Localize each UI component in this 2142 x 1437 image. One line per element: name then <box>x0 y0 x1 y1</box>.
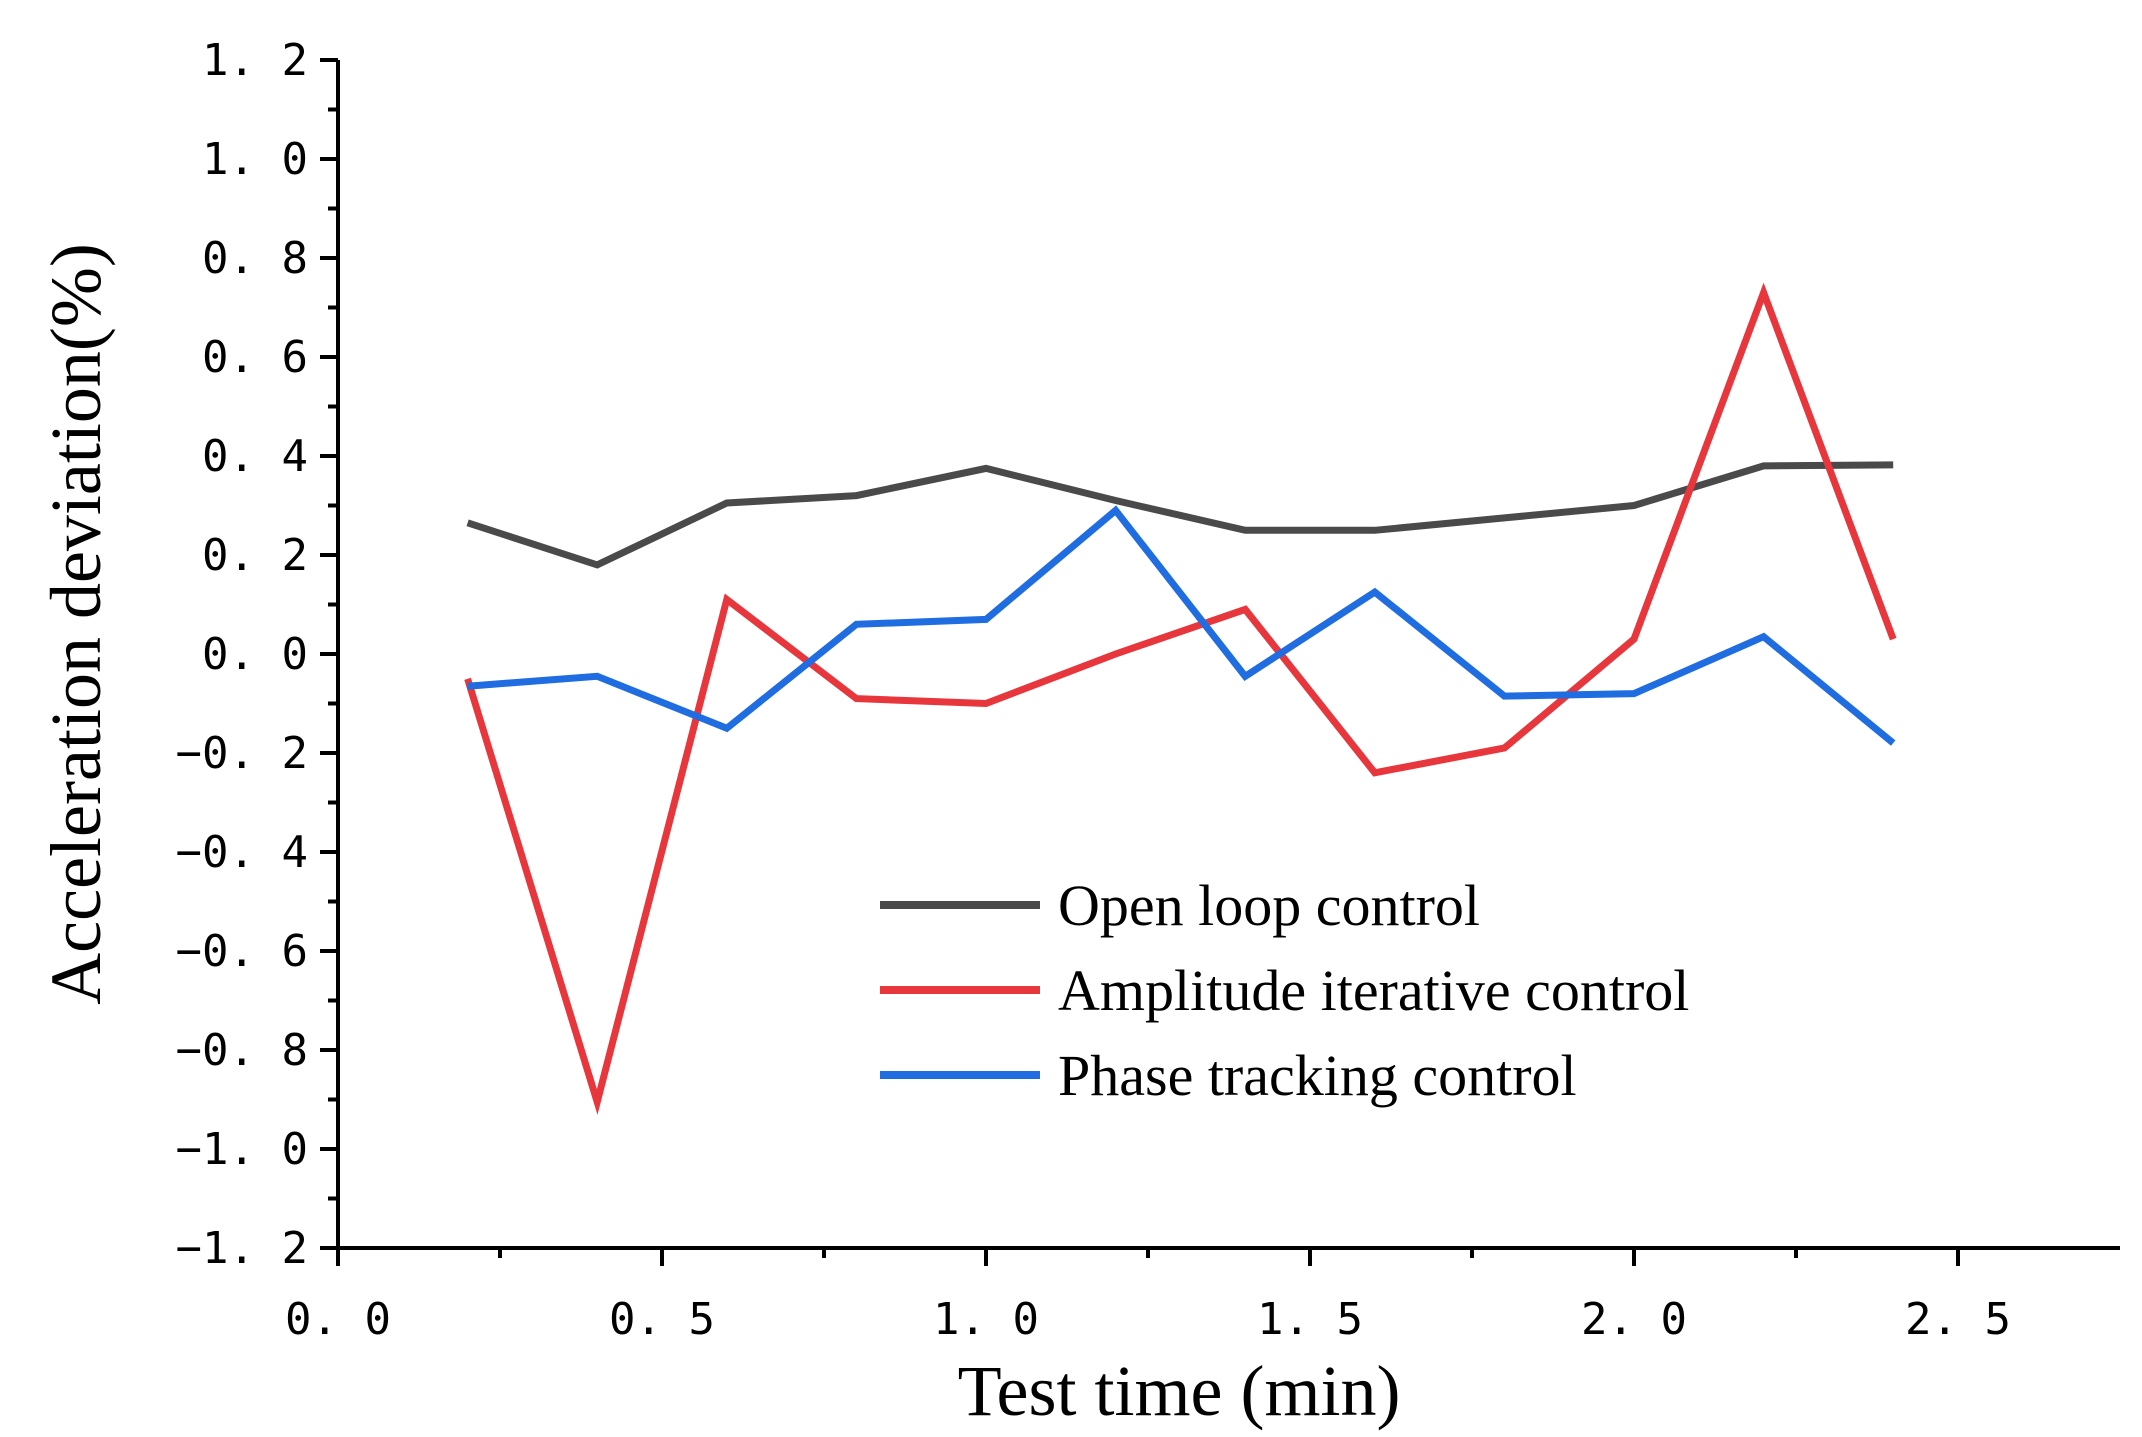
legend-label-2: Amplitude iterative control <box>1058 958 1689 1023</box>
series-line-2 <box>464 282 1897 1115</box>
y-tick-label: −0. 8 <box>176 1025 308 1076</box>
series-line-1 <box>466 461 1894 569</box>
axes: 1. 2 1. 0 0. 8 0. 6 0. 4 0. 2 0. 0 −0. 2 −0. 4 −0… <box>176 35 2120 1345</box>
y-tick-label: 0. 8 <box>202 233 308 284</box>
x-axis-title: Test time (min) <box>958 1351 1401 1431</box>
legend: Open loop control Amplitude iterative con… <box>880 873 1689 1108</box>
y-tick-label: −1. 0 <box>176 1124 308 1175</box>
x-tick-label: 0. 0 <box>285 1294 391 1345</box>
legend-label-1: Open loop control <box>1058 873 1480 938</box>
y-tick-label: −0. 6 <box>176 926 308 977</box>
y-tick-label: −1. 2 <box>176 1223 308 1274</box>
legend-label-3: Phase tracking control <box>1058 1043 1577 1108</box>
y-tick-label: 0. 2 <box>202 530 308 581</box>
x-tick-label: 0. 5 <box>609 1294 715 1345</box>
x-tick-label: 2. 5 <box>1905 1294 2011 1345</box>
series-layer <box>464 282 1897 1115</box>
x-tick-label: 1. 5 <box>1257 1294 1363 1345</box>
y-tick-label: 0. 4 <box>202 431 308 482</box>
y-tick-label: 0. 0 <box>202 629 308 680</box>
x-tick-label: 2. 0 <box>1581 1294 1687 1345</box>
y-axis-title: Acceleration deviation(%) <box>36 243 116 1005</box>
series-line-3 <box>467 505 1896 746</box>
x-tick-label: 1. 0 <box>933 1294 1039 1345</box>
y-tick-label: −0. 2 <box>176 728 308 779</box>
y-tick-label: 1. 2 <box>202 35 308 86</box>
y-tick-label: −0. 4 <box>176 827 308 878</box>
y-tick-label: 0. 6 <box>202 332 308 383</box>
y-tick-label: 1. 0 <box>202 134 308 185</box>
